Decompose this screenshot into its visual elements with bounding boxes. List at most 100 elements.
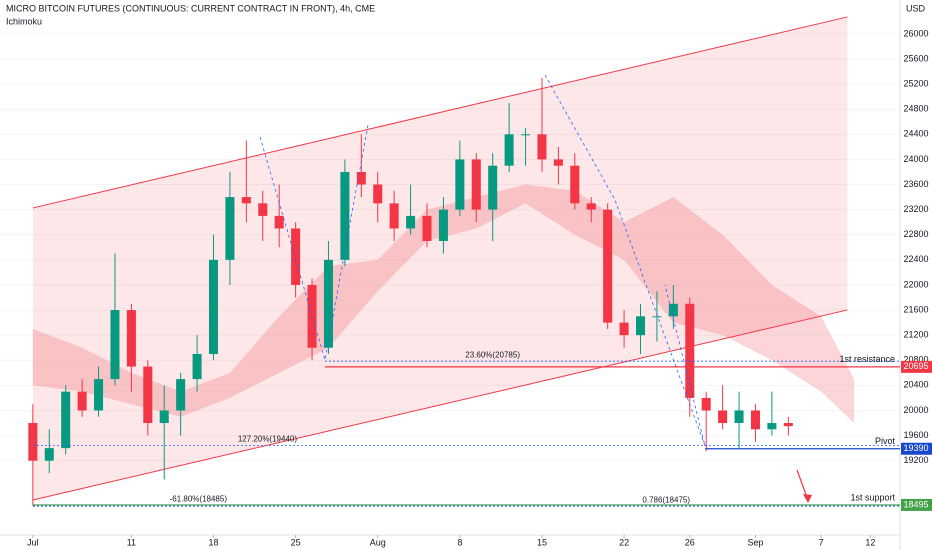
candle-body — [537, 134, 547, 160]
candle-body — [61, 391, 71, 449]
candle-body — [521, 134, 531, 136]
candle-body — [176, 379, 186, 411]
x-tick-label: Aug — [370, 537, 386, 547]
y-tick-label: 25600 — [903, 53, 928, 63]
candle-body — [783, 423, 793, 427]
y-tick-label: 25200 — [903, 78, 928, 88]
candle-body — [110, 310, 120, 380]
candle-body — [143, 366, 153, 424]
candle-body — [94, 379, 104, 411]
candle-body — [258, 203, 268, 216]
x-tick-label: 26 — [685, 537, 695, 547]
candle-body — [603, 209, 613, 323]
indicator-name: Ichimoku — [6, 16, 42, 26]
price-label: 18495 — [903, 499, 928, 509]
y-tick-label: 24400 — [903, 129, 928, 139]
candle-body — [504, 134, 514, 166]
y-tick-label: 24000 — [903, 154, 928, 164]
candle-body — [685, 303, 695, 398]
x-tick-label: 15 — [537, 537, 547, 547]
candle-body — [159, 410, 169, 424]
candle-body — [701, 397, 711, 411]
x-tick-label: 22 — [619, 537, 629, 547]
candle-body — [225, 197, 235, 260]
y-tick-label: 22000 — [903, 279, 928, 289]
y-tick-label: 24800 — [903, 104, 928, 114]
candle-body — [570, 165, 580, 204]
candle-body — [652, 316, 662, 318]
level-name: 1st resistance — [839, 354, 895, 364]
level-name: Pivot — [875, 436, 896, 446]
y-tick-label: 20400 — [903, 380, 928, 390]
candle-body — [438, 209, 448, 242]
candle-body — [192, 353, 202, 380]
fib-label: -61.80%(18485) — [170, 495, 228, 504]
channel-fill — [32, 16, 848, 500]
candle-body — [241, 197, 251, 204]
candle-body — [406, 215, 416, 229]
currency: USD — [906, 3, 926, 13]
y-tick-label: 20000 — [903, 405, 928, 415]
candle-body — [553, 159, 563, 166]
candle-body — [44, 448, 54, 461]
candle-body — [340, 171, 350, 260]
x-tick-label: 8 — [457, 537, 462, 547]
candle-body — [373, 184, 383, 204]
candle-body — [28, 423, 38, 461]
x-tick-label: 18 — [208, 537, 218, 547]
zigzag — [259, 124, 369, 361]
candle-body — [455, 159, 465, 210]
fib-label: 127.20%(19440) — [238, 435, 297, 444]
candle-body — [323, 259, 333, 348]
x-tick-label: 12 — [865, 537, 875, 547]
price-label-bg — [901, 498, 932, 511]
fib-label: 0.786(18475) — [642, 495, 690, 504]
y-tick-label: 23200 — [903, 204, 928, 214]
x-tick-label: 25 — [291, 537, 301, 547]
x-tick-label: Jul — [27, 537, 39, 547]
candle-body — [77, 391, 87, 411]
candle-body — [635, 316, 646, 336]
y-tick-label: 19200 — [903, 455, 928, 465]
x-tick-label: Sep — [747, 537, 763, 547]
y-tick-label: 21200 — [903, 330, 928, 340]
price-label: 20695 — [903, 361, 928, 371]
y-tick-label: 22800 — [903, 229, 928, 239]
candle-body — [586, 203, 596, 210]
x-tick-label: 11 — [127, 537, 136, 547]
candle-body — [767, 423, 777, 430]
zigzag — [544, 74, 706, 447]
candle-body — [471, 159, 481, 210]
candle-body — [734, 410, 744, 424]
candle-body — [356, 171, 366, 185]
candle-body — [389, 203, 399, 229]
y-tick-label: 26000 — [903, 28, 928, 38]
y-tick-label: 19600 — [903, 430, 928, 440]
y-tick-label: 21600 — [903, 304, 928, 314]
ichimoku-cloud — [32, 184, 855, 424]
candle-body — [291, 228, 301, 285]
candle-body — [488, 165, 498, 210]
candle-body — [619, 322, 629, 336]
arrow-head — [803, 494, 812, 503]
chart-title: MICRO BITCOIN FUTURES (CONTINUOUS: CURRE… — [6, 3, 375, 13]
candle-body — [422, 215, 432, 242]
candle-body — [274, 215, 284, 229]
drawing-tools — [259, 74, 706, 447]
x-tick-label: 7 — [819, 537, 824, 547]
y-tick-label: 23600 — [903, 179, 928, 189]
price-label: 19390 — [903, 443, 928, 453]
price-label-bg — [901, 442, 932, 455]
channel-line — [32, 309, 848, 501]
fib-label: 23.60%(20785) — [465, 350, 520, 359]
channel-line — [32, 16, 848, 209]
y-tick-label: 22400 — [903, 254, 928, 264]
y-tick-label: 20800 — [903, 355, 928, 365]
candle-body — [718, 410, 728, 424]
candle-body — [126, 310, 136, 367]
candle-body — [208, 259, 219, 354]
price-label-bg — [901, 360, 932, 373]
